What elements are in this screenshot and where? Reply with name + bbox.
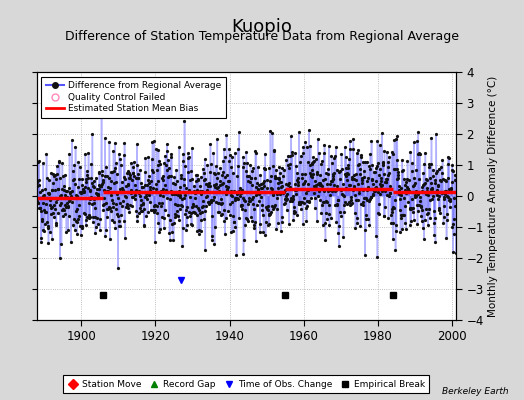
Text: Difference of Station Temperature Data from Regional Average: Difference of Station Temperature Data f… [65, 30, 459, 43]
Y-axis label: Monthly Temperature Anomaly Difference (°C): Monthly Temperature Anomaly Difference (… [488, 75, 498, 317]
Legend: Station Move, Record Gap, Time of Obs. Change, Empirical Break: Station Move, Record Gap, Time of Obs. C… [63, 376, 429, 394]
Text: Berkeley Earth: Berkeley Earth [442, 387, 508, 396]
Legend: Difference from Regional Average, Quality Control Failed, Estimated Station Mean: Difference from Regional Average, Qualit… [41, 76, 226, 118]
Text: Kuopio: Kuopio [232, 18, 292, 36]
